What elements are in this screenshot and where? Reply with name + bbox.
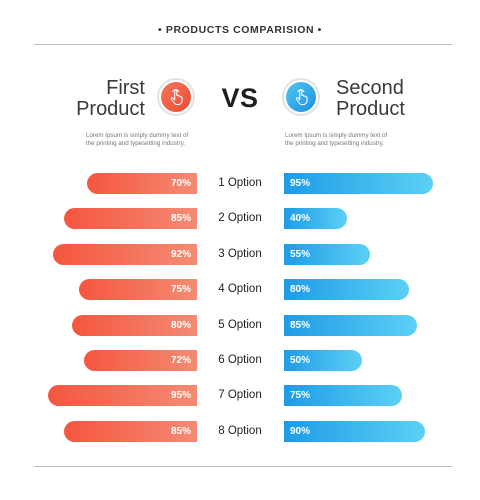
first-product-description-line1: Lorem Ipsum is simply dummy text of [86,132,189,139]
first-product-bar: 95% [48,385,197,406]
option-label: 4 Option [218,283,262,295]
option-label: 3 Option [218,248,262,260]
first-product-bar: 85% [64,421,197,442]
first-product-title-line2: Product [76,98,145,120]
second-product-bar: 50% [284,350,362,371]
first-product-badge-fill [161,82,191,112]
second-product-title-line1: Second [336,77,404,99]
first-product-bar: 80% [72,315,197,336]
option-label: 1 Option [218,177,262,189]
second-product-bar: 55% [284,244,370,265]
first-product-bar: 85% [64,208,197,229]
second-product-bar: 90% [284,421,425,442]
page-title: • PRODUCTS COMPARISION • [158,24,322,36]
hand-pointer-icon [170,89,183,106]
second-product-description-line1: Lorem Ipsum is simply dummy text of [285,132,388,139]
second-product-badge-fill [286,82,316,112]
second-product-description: Lorem Ipsum is simply dummy text of the … [285,132,415,148]
first-product-badge [157,78,195,116]
second-product-bar: 80% [284,279,409,300]
option-label: 2 Option [218,212,262,224]
second-product-bar: 75% [284,385,402,406]
first-product-bar: 92% [53,244,197,265]
option-label: 7 Option [218,389,262,401]
second-product-bar: 40% [284,208,347,229]
option-label: 6 Option [218,354,262,366]
hand-pointer-icon [295,89,308,106]
second-product-description-line2: the printing and typesetting industry. [285,140,384,147]
first-product-description: Lorem Ipsum is simply dummy text of the … [86,132,206,148]
first-product-bar: 70% [87,173,197,194]
bottom-divider [34,466,452,467]
first-product-title-line1: First [106,77,145,99]
second-product-bar: 85% [284,315,417,336]
first-product-description-line2: the printing and typesetting industry. [86,140,185,147]
first-product-bar: 72% [84,350,197,371]
vs-label: VS [221,83,259,113]
top-divider [34,44,452,45]
option-label: 8 Option [218,425,262,437]
option-label: 5 Option [218,319,262,331]
second-product-badge [282,78,320,116]
second-product-bar: 95% [284,173,433,194]
second-product-title-line2: Product [336,98,405,120]
second-product-title: Second Product [336,78,436,120]
first-product-title: First Product [55,78,145,120]
first-product-bar: 75% [79,279,197,300]
